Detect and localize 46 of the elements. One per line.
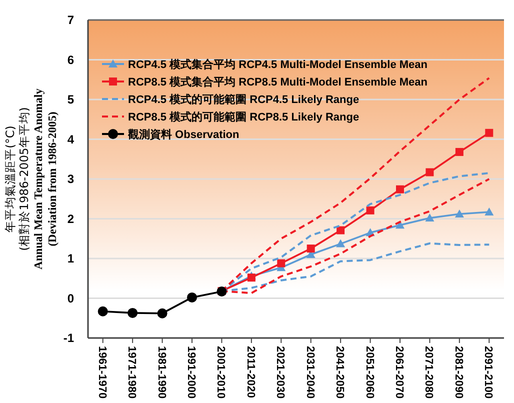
- legend-label: RCP4.5 模式集合平均 RCP4.5 Multi-Model Ensemble Mean: [128, 58, 428, 71]
- y-tick-label: 7: [67, 13, 74, 27]
- y-tick-label: 2: [67, 212, 74, 226]
- point: [336, 239, 346, 248]
- y-tick-label: 6: [67, 52, 74, 67]
- point: [425, 213, 434, 222]
- point: [485, 128, 494, 137]
- y-tick-label: 1: [67, 252, 74, 266]
- point: [484, 207, 494, 216]
- point: [187, 292, 197, 302]
- x-tick-label: 1981-1990: [155, 346, 168, 399]
- point: [306, 244, 315, 253]
- legend-label: RCP4.5 模式的可能範圍 RCP4.5 Likely Range: [128, 93, 360, 106]
- x-tick-label: 2051-2060: [363, 346, 376, 399]
- x-tick-label: 1971-1980: [126, 346, 138, 399]
- point: [128, 308, 138, 318]
- y-tick-label: 5: [67, 92, 74, 106]
- legend-label: RCP8.5 模式集合平均 RCP8.5 Multi-Model Ensemble Mean: [128, 76, 428, 88]
- legend-label: 觀測資料 Observation: [127, 128, 240, 141]
- x-tick-label: 2091-2100: [482, 346, 494, 399]
- point: [454, 209, 464, 218]
- x-tick-label: 2071-2080: [422, 346, 435, 399]
- point: [247, 274, 256, 282]
- x-tick-label: 2061-2070: [393, 346, 405, 399]
- x-tick-label: 2011-2020: [244, 346, 256, 398]
- y-tick-label: 3: [67, 172, 74, 186]
- x-tick-label: 2081-2090: [452, 346, 464, 399]
- point: [98, 306, 108, 316]
- y-tick-label: 0: [67, 291, 74, 306]
- point: [277, 259, 286, 268]
- point: [157, 308, 168, 318]
- x-tick-label: 1961-1970: [96, 346, 108, 399]
- x-tick-label: 2041-2050: [334, 346, 346, 399]
- point: [455, 148, 464, 156]
- x-tick-label: 1991-2000: [185, 346, 197, 399]
- x-tick-label: 2021-2030: [274, 346, 286, 399]
- y-tick-label: -1: [63, 331, 74, 345]
- point: [426, 168, 434, 176]
- y-axis-title: 年平均氣溫距平(°C) (相對於1986-2005年平均) Annual Mean Temperature Anomaly (Deviation from 1986-2005): [3, 88, 59, 270]
- x-tick-label: 2001-2010: [214, 346, 227, 399]
- legend-label: RCP8.5 模式的可能範圍 RCP8.5 Likely Range: [128, 110, 360, 124]
- point: [366, 206, 374, 214]
- point: [336, 226, 345, 234]
- x-tick-label: 2031-2040: [304, 346, 316, 399]
- y-tick-label: 4: [67, 132, 74, 146]
- point: [396, 185, 404, 194]
